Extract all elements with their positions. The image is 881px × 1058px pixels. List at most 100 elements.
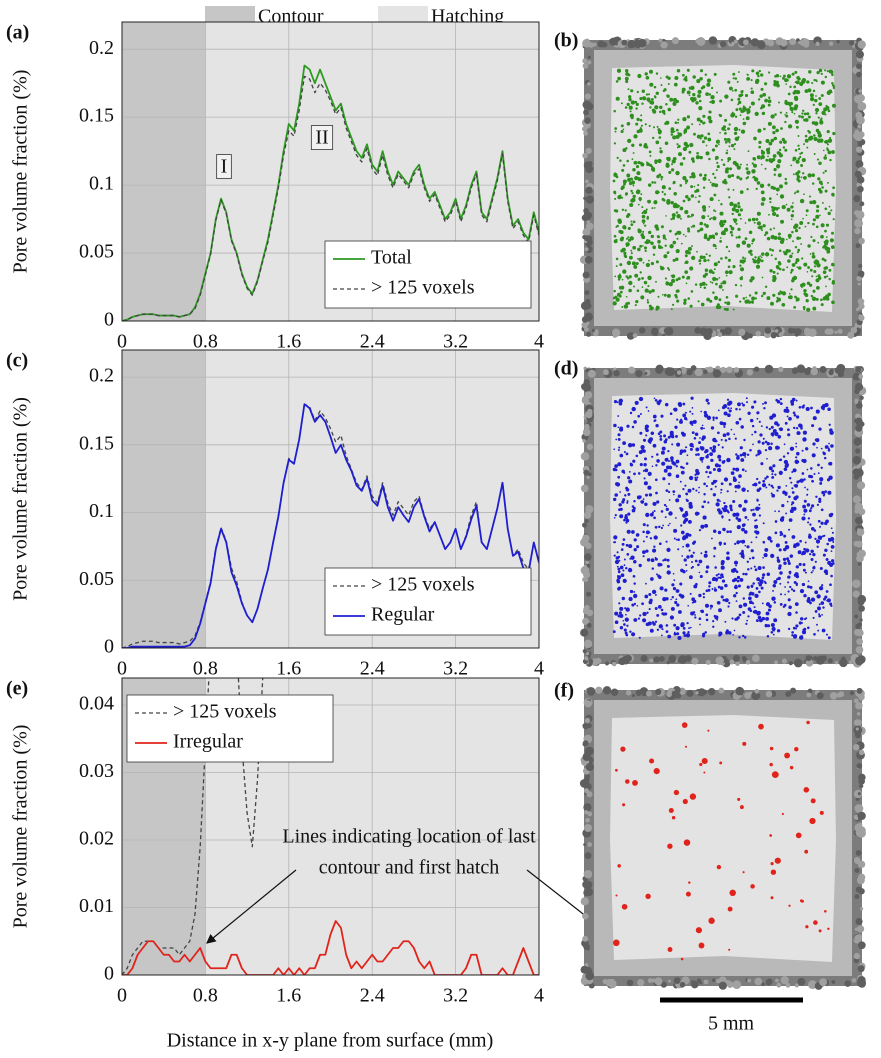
pore [659,111,661,113]
pore [792,491,795,494]
pore [714,268,716,270]
border-texture [855,171,862,178]
pore [821,491,824,494]
border-texture [819,366,826,373]
pore [784,149,787,152]
pore [713,209,715,211]
border-texture [637,979,644,986]
pore [684,839,690,845]
pore [691,256,695,260]
pore [726,530,729,533]
pore [652,502,656,506]
pore [776,194,778,196]
pore [783,251,785,253]
pore [622,620,624,622]
pore [734,143,736,145]
pore [658,605,662,609]
pore [735,108,738,111]
pore [757,212,761,216]
pore [826,250,830,254]
pore [823,156,827,160]
pore [737,165,741,169]
pore [713,529,716,532]
pore [623,164,626,167]
pore [642,531,645,534]
pore [620,566,624,570]
pore [665,142,669,146]
pore [832,264,834,266]
pore [645,434,647,436]
pore [709,218,711,220]
pore [701,438,704,441]
pore [648,260,650,262]
pore [743,118,745,120]
border-texture [584,379,590,385]
panel-label: (d) [554,358,578,380]
pore [796,415,799,418]
pore [737,402,741,406]
pore [817,504,819,506]
border-texture [793,370,797,374]
pore [717,865,721,869]
pore [699,223,701,225]
pore [760,88,763,91]
pore [646,208,648,210]
border-texture [612,662,617,667]
pore [796,565,799,568]
pore [636,165,639,168]
border-texture [704,980,709,985]
pore [732,73,735,76]
pore [665,281,669,285]
pore [771,870,776,875]
pore [724,181,727,184]
border-texture [854,389,860,395]
pore [670,412,673,415]
pore [645,123,647,125]
border-texture [581,897,589,905]
pore [756,411,759,414]
border-texture [858,282,861,285]
pore [818,613,820,615]
x-tick-label: 4 [534,658,544,680]
pore [657,126,659,128]
pore [662,525,664,527]
border-texture [583,890,590,897]
pore [737,576,740,579]
pore [815,496,817,498]
pore [692,75,695,78]
pore [628,544,632,548]
pore [801,405,804,408]
pore [734,543,736,545]
pore [651,98,654,101]
pore [752,513,756,517]
pore [769,416,773,420]
pore [617,195,621,199]
pore [650,537,652,539]
pore [789,86,791,88]
pore [735,209,739,213]
pore [799,621,802,624]
pore [748,596,752,600]
pore [823,598,826,601]
pore [810,475,813,478]
pore [777,159,781,163]
pore [616,556,619,559]
pore [615,439,617,441]
pore [701,505,704,508]
pore [751,586,753,588]
pore [771,862,774,865]
pore [683,799,688,804]
pore [624,559,626,561]
pore [717,576,719,578]
pore [762,576,765,579]
pore [769,269,772,272]
border-texture [853,541,859,547]
border-texture [719,982,727,990]
pore [659,624,663,628]
pore [761,150,763,152]
pore [736,236,738,238]
pore [776,297,778,299]
pore [626,544,629,547]
pore [795,446,797,448]
pore [682,546,684,548]
